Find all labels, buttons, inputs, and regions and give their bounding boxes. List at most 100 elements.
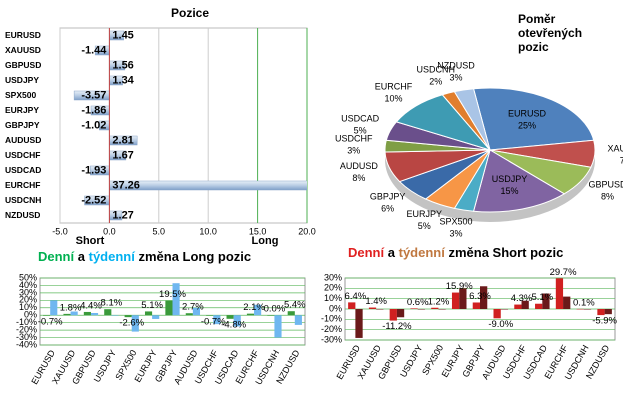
y-tick-label: 10% (19, 302, 37, 312)
bar (63, 313, 71, 316)
y-tick-label: -30% (321, 334, 342, 344)
bar (274, 315, 282, 338)
y-tick-label: -30% (16, 332, 37, 342)
value-label: 5.1% (141, 300, 163, 311)
bar (185, 313, 193, 316)
value-label: 2.7% (182, 302, 204, 313)
bar (287, 311, 295, 316)
slice-label: XAUUSD (607, 143, 623, 153)
bar (213, 315, 221, 325)
value-label: 1.8% (60, 302, 82, 313)
value-label: -1.02 (81, 119, 106, 131)
bar (555, 278, 564, 309)
y-tick-label: SPX500 (5, 90, 36, 100)
value-label: 1.34 (112, 74, 134, 86)
slice-label: EURCHF (375, 81, 413, 91)
bar (472, 302, 480, 309)
value-label: 6.3% (469, 291, 491, 302)
value-label: -9.0% (488, 319, 513, 330)
y-tick-label: 50% (19, 272, 37, 282)
slice-label: AUDUSD (340, 161, 379, 171)
value-label: 1.45 (112, 29, 133, 41)
value-label: -4.8% (221, 319, 246, 330)
slice-value: 7% (620, 155, 623, 165)
slice-value: 5% (418, 221, 431, 231)
bar (493, 309, 501, 319)
bar (83, 311, 91, 316)
slice-label: GBPJPY (370, 192, 406, 202)
value-label: 4.3% (511, 293, 533, 304)
annotation: Long (252, 235, 279, 247)
value-label: 1.56 (112, 59, 133, 71)
bar (131, 315, 139, 332)
bar (459, 288, 467, 309)
y-tick-label: GBPJPY (5, 120, 40, 130)
chart-title: Poměr otevřených pozic (518, 12, 583, 54)
bar (604, 309, 612, 315)
value-label: 5.1% (531, 292, 553, 303)
y-tick-label: USDCNH (5, 195, 41, 205)
value-label: 8.1% (101, 298, 123, 309)
slice-label: USDCHF (335, 133, 373, 143)
y-tick-label: USDCHF (5, 150, 40, 160)
y-tick-label: -20% (16, 324, 37, 334)
value-label: -2.52 (81, 194, 106, 206)
bar (144, 311, 153, 316)
slice-value: 25% (518, 120, 536, 130)
value-label: -5.9% (592, 316, 617, 327)
bar (124, 315, 132, 318)
slice-value: 3% (450, 228, 463, 238)
value-label: 37.26 (112, 179, 140, 191)
bar (165, 300, 173, 316)
value-label: 0.0% (264, 304, 286, 315)
value-label: 5.4% (284, 300, 306, 311)
title-part: týdenní (88, 249, 135, 264)
slice-value: 8% (352, 173, 365, 183)
bar (431, 307, 439, 309)
value-label: 6.4% (345, 291, 367, 302)
slice-label: EURUSD (508, 108, 547, 118)
value-label: 2.81 (112, 134, 133, 146)
bar (206, 315, 214, 316)
y-tick-label: EURUSD (5, 30, 41, 40)
y-tick-label: 30% (324, 272, 342, 282)
bar (438, 309, 446, 310)
value-label: 1.67 (112, 149, 133, 161)
slice-value: 3% (347, 145, 360, 155)
title-part: změna Short pozic (448, 245, 564, 260)
bar (376, 309, 384, 310)
bar (111, 315, 119, 316)
pie-slice (472, 149, 566, 213)
slice-value: 10% (384, 93, 402, 103)
title-part: a (77, 249, 85, 264)
chart-title: Pozice (171, 6, 209, 20)
bar (192, 307, 201, 316)
title-part: a (387, 245, 395, 260)
bar (396, 309, 405, 318)
chart-title: Denní a týdenní změna Long pozic (38, 249, 251, 264)
slice-label: NZDUSD (437, 60, 475, 70)
y-tick-label: -10% (321, 314, 342, 324)
bar (50, 300, 58, 316)
value-label: -11.2% (382, 321, 412, 332)
bar (152, 315, 160, 319)
y-tick-label: -10% (16, 317, 37, 327)
value-label: 1.4% (365, 296, 387, 307)
bar (172, 283, 180, 316)
bar (233, 315, 241, 327)
value-label: -0.7% (201, 316, 226, 327)
bar (500, 309, 509, 310)
y-tick-label: -40% (16, 339, 37, 349)
value-label: -1.93 (81, 164, 106, 176)
x-tick-label: 15.0 (249, 226, 267, 236)
x-tick-label: 5.0 (153, 226, 166, 236)
bar (451, 292, 460, 309)
x-tick-label: 20.0 (298, 226, 316, 236)
bar (521, 300, 529, 309)
title-part: týdenní (398, 245, 445, 260)
slice-value: 2% (429, 76, 442, 86)
slice-label: SPX500 (440, 216, 473, 226)
bar (542, 293, 550, 309)
bar (389, 309, 397, 321)
